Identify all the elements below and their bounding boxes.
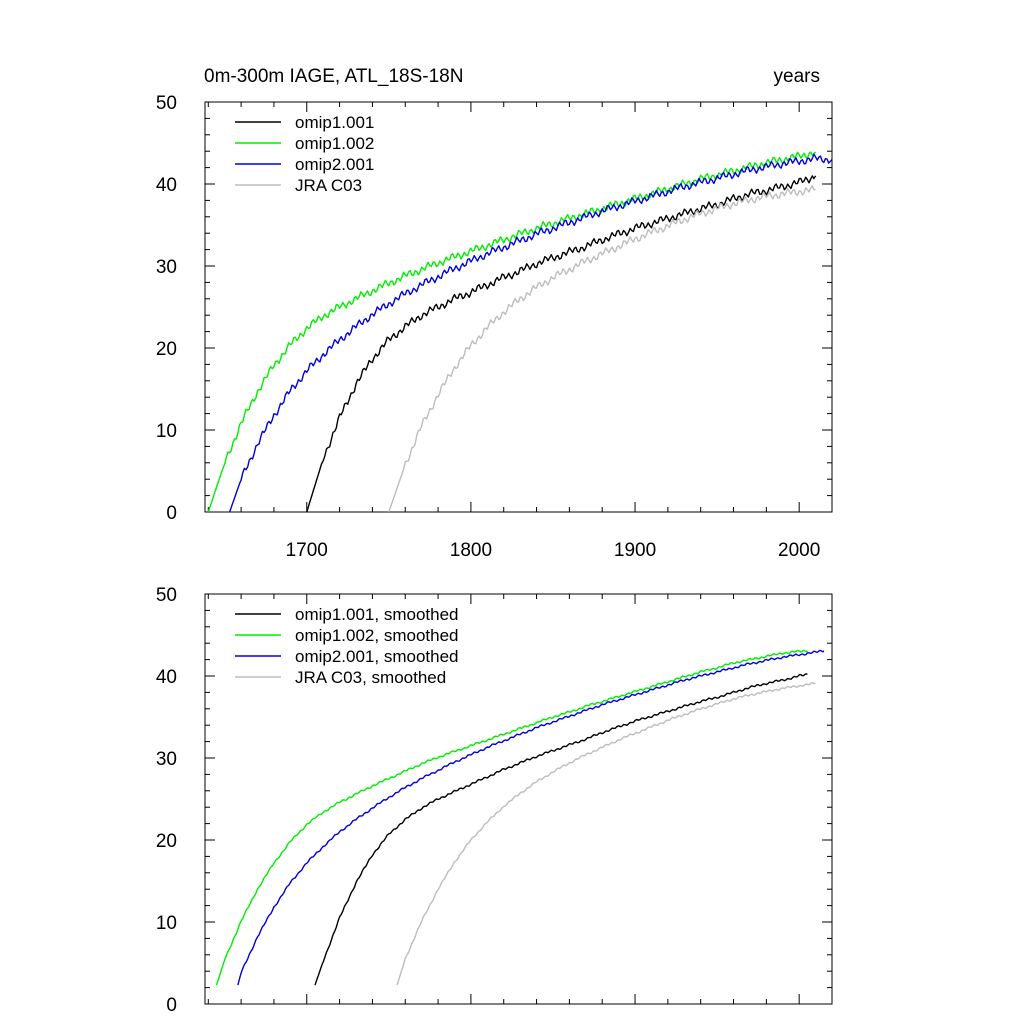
legend-label-omip1-002-smoothed: omip1.002, smoothed (295, 626, 459, 645)
y-tick-label: 20 (156, 339, 177, 360)
legend-label-jra-c03: JRA C03 (295, 176, 362, 195)
y-tick-label: 0 (166, 503, 177, 524)
x-tick-label: 1900 (614, 540, 656, 561)
series-line-omip1-002-smoothed (215, 649, 808, 986)
plot-frame (204, 101, 833, 513)
plot-frame (204, 593, 833, 1005)
plot-panel-raw: 0 10 20 30 40 50 1700 1800 1900 2000 omip1.001 omip… (156, 93, 833, 561)
x-tick-label: 1800 (450, 540, 492, 561)
legend-label-omip2-001: omip2.001 (295, 155, 374, 174)
y-tick-label: 10 (156, 421, 177, 442)
y-tick-label: 30 (156, 257, 177, 278)
legend-label-omip1-001: omip1.001 (295, 113, 374, 132)
y-tick-label: 0 (166, 995, 177, 1016)
legend-label-omip2-001-smoothed: omip2.001, smoothed (295, 647, 459, 666)
units-label: years (774, 66, 820, 87)
series-line-omip1-001 (306, 175, 817, 513)
legend-label-jra-c03-smoothed: JRA C03, smoothed (295, 668, 446, 687)
series-line-jra-c03 (388, 184, 816, 513)
series-line-omip2-001-smoothed (237, 649, 825, 986)
series-line-omip2-001 (228, 153, 833, 513)
x-tick-label: 1700 (286, 540, 328, 561)
series-line-omip1-002 (207, 151, 817, 513)
y-tick-label: 40 (156, 667, 177, 688)
x-tick-label: 2000 (778, 540, 820, 561)
series-line-jra-c03-smoothed (396, 681, 816, 986)
y-tick-label: 50 (156, 93, 177, 114)
y-tick-label: 10 (156, 913, 177, 934)
y-tick-label: 40 (156, 175, 177, 196)
legend-label-omip1-001-smoothed: omip1.001, smoothed (295, 605, 459, 624)
y-tick-label: 30 (156, 749, 177, 770)
legend-label-omip1-002: omip1.002 (295, 134, 374, 153)
y-tick-label: 20 (156, 831, 177, 852)
plot-panel-smoothed: 0 10 20 30 40 50 omip1.001, smoothed omip1.002,… (156, 585, 833, 1016)
chart-title: 0m-300m IAGE, ATL_18S-18N (204, 66, 463, 87)
series-line-omip1-001-smoothed (314, 673, 808, 986)
y-tick-label: 50 (156, 585, 177, 606)
